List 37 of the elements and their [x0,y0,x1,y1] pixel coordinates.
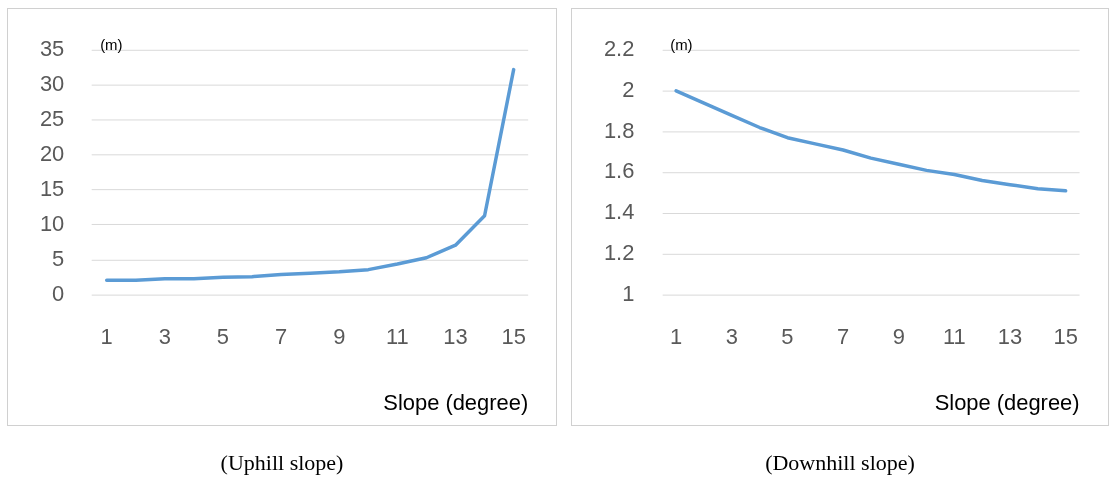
x-tick-label: 7 [275,323,288,349]
y-tick-label: 20 [39,140,65,166]
x-tick-label: 15 [501,323,526,349]
x-tick-label: 5 [781,323,794,349]
y-tick-label: 1 [622,280,635,306]
x-tick-label: 11 [386,323,409,349]
x-tick-label: 7 [836,323,850,349]
y-tick-label: 1.8 [603,117,635,143]
y-tick-label: 1.2 [603,240,635,266]
x-tick-label: 3 [725,323,738,349]
x-tick-label: 5 [216,323,230,349]
text: (Downhill slope) [764,450,916,476]
x-axis-title: Slope (degree) [934,389,1080,415]
y-tick-label: 2 [622,76,635,102]
y-tick-label: 2.2 [603,36,635,62]
text: (Uphill slope) [219,450,345,476]
x-tick-label: 13 [443,323,468,349]
x-tick-label: 9 [333,323,346,349]
y-tick-label: 1.6 [603,158,635,184]
x-tick-label: 11 [943,323,966,349]
x-tick-label: 1 [670,323,683,349]
x-tick-label: 13 [997,323,1023,349]
x-tick-label: 15 [1053,323,1078,349]
y-tick-label: 10 [39,210,65,236]
y-tick-label: 30 [39,71,65,97]
y-tick-label: 15 [39,175,65,201]
x-axis-title: Slope (degree) [383,389,529,415]
y-tick-label: 5 [52,245,65,271]
x-tick-label: 9 [892,323,905,349]
y-tick-label: 25 [39,106,65,131]
y-tick-label: 35 [39,36,65,62]
y-axis-title: (m) [670,36,693,54]
x-tick-label: 1 [100,323,113,349]
y-tick-label: 1.4 [603,199,635,225]
y-axis-title: (m) [100,36,123,54]
y-tick-label: 0 [52,280,65,306]
x-tick-label: 3 [158,323,171,349]
